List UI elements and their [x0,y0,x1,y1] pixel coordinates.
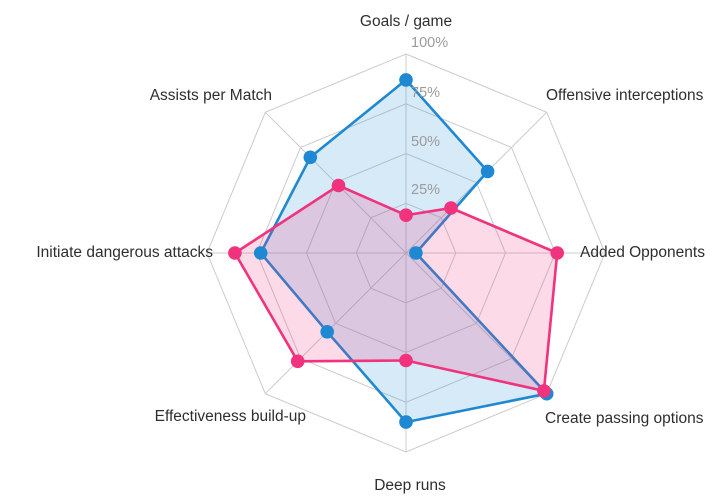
data-point-pink-0 [399,208,413,222]
grid-spoke-5 [264,252,407,395]
tick-label-50: 50% [411,134,441,150]
data-point-pink-6 [228,246,242,260]
data-point-pink-7 [331,178,346,193]
data-point-blue-4 [399,415,413,429]
data-point-blue-5 [320,325,335,339]
axis-label-added-opponents: Added Opponents [580,244,705,261]
data-point-blue-7 [303,150,318,165]
axis-label-goals-per-game: Goals / game [359,13,453,30]
data-point-pink-5 [290,354,305,369]
axis-label-create-passing-options: Create passing options [545,410,704,427]
data-point-blue-0 [399,73,413,87]
tick-label-100: 100% [411,35,449,51]
axis-label-offensive-interceptions: Offensive interceptions [546,87,704,104]
data-point-pink-3 [537,384,551,398]
data-point-pink-1 [444,201,458,215]
axis-label-deep-runs: Deep runs [374,477,446,494]
data-point-pink-2 [550,246,564,260]
axis-label-assists-per-match: Assists per Match [149,87,272,104]
tick-label-75: 75% [411,85,441,101]
data-point-pink-4 [399,353,413,368]
data-point-blue-1 [480,164,495,179]
axis-label-initiate-dangerous-attacks: Initiate dangerous attacks [36,244,213,261]
axis-label-effectiveness-build-up: Effectiveness build-up [154,408,306,425]
data-point-blue-6 [253,246,268,260]
data-point-blue-2 [409,246,423,260]
tick-label-25: 25% [411,182,441,198]
